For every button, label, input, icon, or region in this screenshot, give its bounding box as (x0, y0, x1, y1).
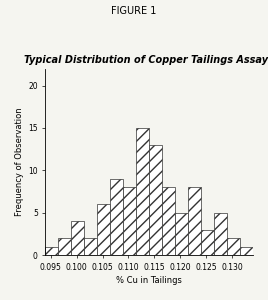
Bar (162, 187, 175, 255)
Bar (71, 221, 84, 255)
Text: FIGURE 1: FIGURE 1 (111, 6, 157, 16)
Bar (201, 230, 214, 255)
Bar (175, 213, 188, 255)
Y-axis label: Frequency of Observation: Frequency of Observation (15, 108, 24, 216)
Title: Typical Distribution of Copper Tailings Assays: Typical Distribution of Copper Tailings … (24, 55, 268, 65)
Bar (214, 213, 227, 255)
Bar (84, 238, 97, 255)
Bar (110, 179, 123, 255)
Bar (97, 204, 110, 255)
X-axis label: % Cu in Tailings: % Cu in Tailings (116, 276, 182, 285)
Bar (188, 187, 201, 255)
Bar (123, 187, 136, 255)
Bar (227, 238, 240, 255)
Bar (136, 128, 149, 255)
Bar (240, 247, 253, 255)
Bar (149, 145, 162, 255)
Bar (58, 238, 71, 255)
Bar (46, 247, 58, 255)
